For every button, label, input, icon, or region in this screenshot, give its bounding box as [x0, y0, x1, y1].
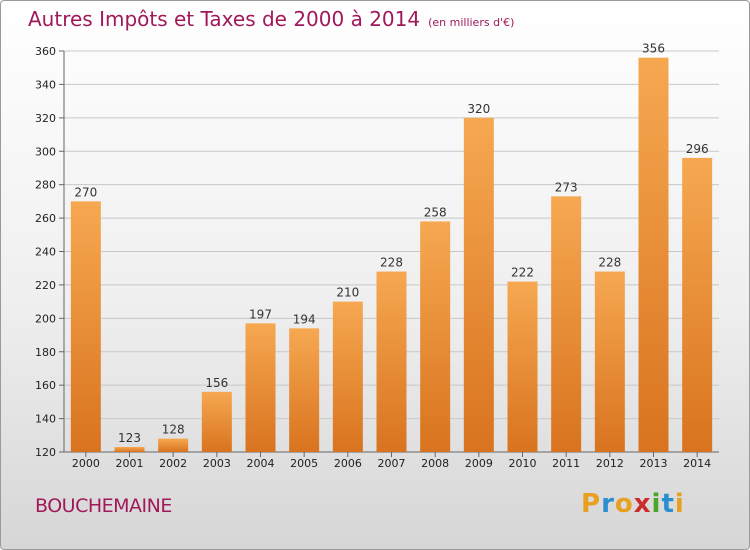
bar-2000 — [70, 201, 101, 452]
logo-letter: i — [674, 489, 685, 519]
bar-value-label: 156 — [205, 376, 228, 390]
bar-2004 — [245, 323, 276, 452]
bar-value-labels: 270 123 128 156 197 194 210 228 258 320 222 273 228 3… — [74, 42, 708, 445]
bar-value-label: 320 — [467, 102, 490, 116]
bar-2005 — [289, 328, 320, 452]
bar-value-label: 228 — [598, 256, 621, 270]
y-tick-label: 160 — [35, 379, 56, 392]
bar-value-label: 197 — [249, 307, 272, 321]
y-tick-label: 260 — [35, 212, 56, 225]
y-tick-label: 320 — [35, 112, 56, 125]
x-tick-label: 2011 — [552, 457, 580, 470]
bar-2011 — [551, 196, 582, 452]
x-tick-labels: 2000 2001 2002 2003 2004 2005 2006 2007 2008 2009… — [72, 457, 711, 470]
x-tick-label: 2014 — [683, 457, 711, 470]
x-tick-label: 2002 — [159, 457, 187, 470]
bar-2007 — [376, 271, 407, 452]
bar-2013 — [638, 57, 669, 452]
chart-title: Autres Impôts et Taxes de 2000 à 2014 (en… — [28, 7, 514, 31]
bar-2002 — [158, 438, 189, 452]
x-tick-label: 2012 — [596, 457, 624, 470]
bar-value-label: 296 — [686, 142, 709, 156]
bar-2014 — [682, 157, 713, 452]
x-tick-label: 2001 — [116, 457, 144, 470]
y-tick-label: 280 — [35, 179, 56, 192]
bar-value-label: 222 — [511, 266, 534, 280]
bar-value-label: 194 — [293, 312, 316, 326]
y-tick-label: 300 — [35, 145, 56, 158]
bar-2008 — [420, 221, 451, 452]
bar-value-label: 210 — [336, 286, 359, 300]
x-tick-label: 2005 — [290, 457, 318, 470]
bar-2006 — [332, 301, 363, 452]
logo-letter: t — [661, 489, 675, 519]
bar-2003 — [201, 391, 232, 452]
y-tick-label: 240 — [35, 246, 56, 259]
y-tick-labels: 120 140 160 180 200 220 240 260 280 300 320 340 360 — [35, 45, 56, 459]
x-tick-label: 2006 — [334, 457, 362, 470]
bar-value-label: 123 — [118, 431, 141, 445]
x-tick-label: 2009 — [465, 457, 493, 470]
bar-value-label: 270 — [74, 185, 97, 199]
logo-letter: i — [651, 489, 662, 519]
title-text: Autres Impôts et Taxes de 2000 à 2014 — [28, 7, 421, 31]
bar-2001 — [114, 446, 145, 452]
y-tick-label: 140 — [35, 413, 56, 426]
logo-letter: o — [614, 489, 634, 519]
bar-2009 — [463, 117, 494, 452]
logo-letter: P — [581, 489, 602, 519]
bar-value-label: 258 — [424, 205, 447, 219]
bar-2010 — [507, 281, 538, 452]
bar-value-label: 356 — [642, 42, 665, 56]
y-tick-label: 360 — [35, 45, 56, 58]
y-tick-label: 120 — [35, 446, 56, 459]
x-tick-label: 2007 — [378, 457, 406, 470]
x-tick-label: 2010 — [509, 457, 537, 470]
bar-value-label: 273 — [555, 180, 578, 194]
y-tick-label: 200 — [35, 312, 56, 325]
y-tick-label: 220 — [35, 279, 56, 292]
x-tick-label: 2000 — [72, 457, 100, 470]
y-tick-label: 340 — [35, 78, 56, 91]
x-tick-label: 2004 — [247, 457, 275, 470]
proxiti-logo: Proxiti — [581, 489, 685, 519]
x-tick-label: 2008 — [421, 457, 449, 470]
unit-note: (en milliers d'€) — [428, 16, 515, 29]
logo-letter: x — [633, 489, 652, 519]
x-tick-label: 2003 — [203, 457, 231, 470]
commune-name: BOUCHEMAINE — [35, 495, 172, 517]
bar-value-label: 228 — [380, 256, 403, 270]
bars — [70, 57, 713, 452]
bar-2012 — [594, 271, 625, 452]
y-tick-label: 180 — [35, 346, 56, 359]
x-tick-label: 2013 — [640, 457, 668, 470]
bar-value-label: 128 — [162, 423, 185, 437]
logo-letter: r — [601, 489, 615, 519]
